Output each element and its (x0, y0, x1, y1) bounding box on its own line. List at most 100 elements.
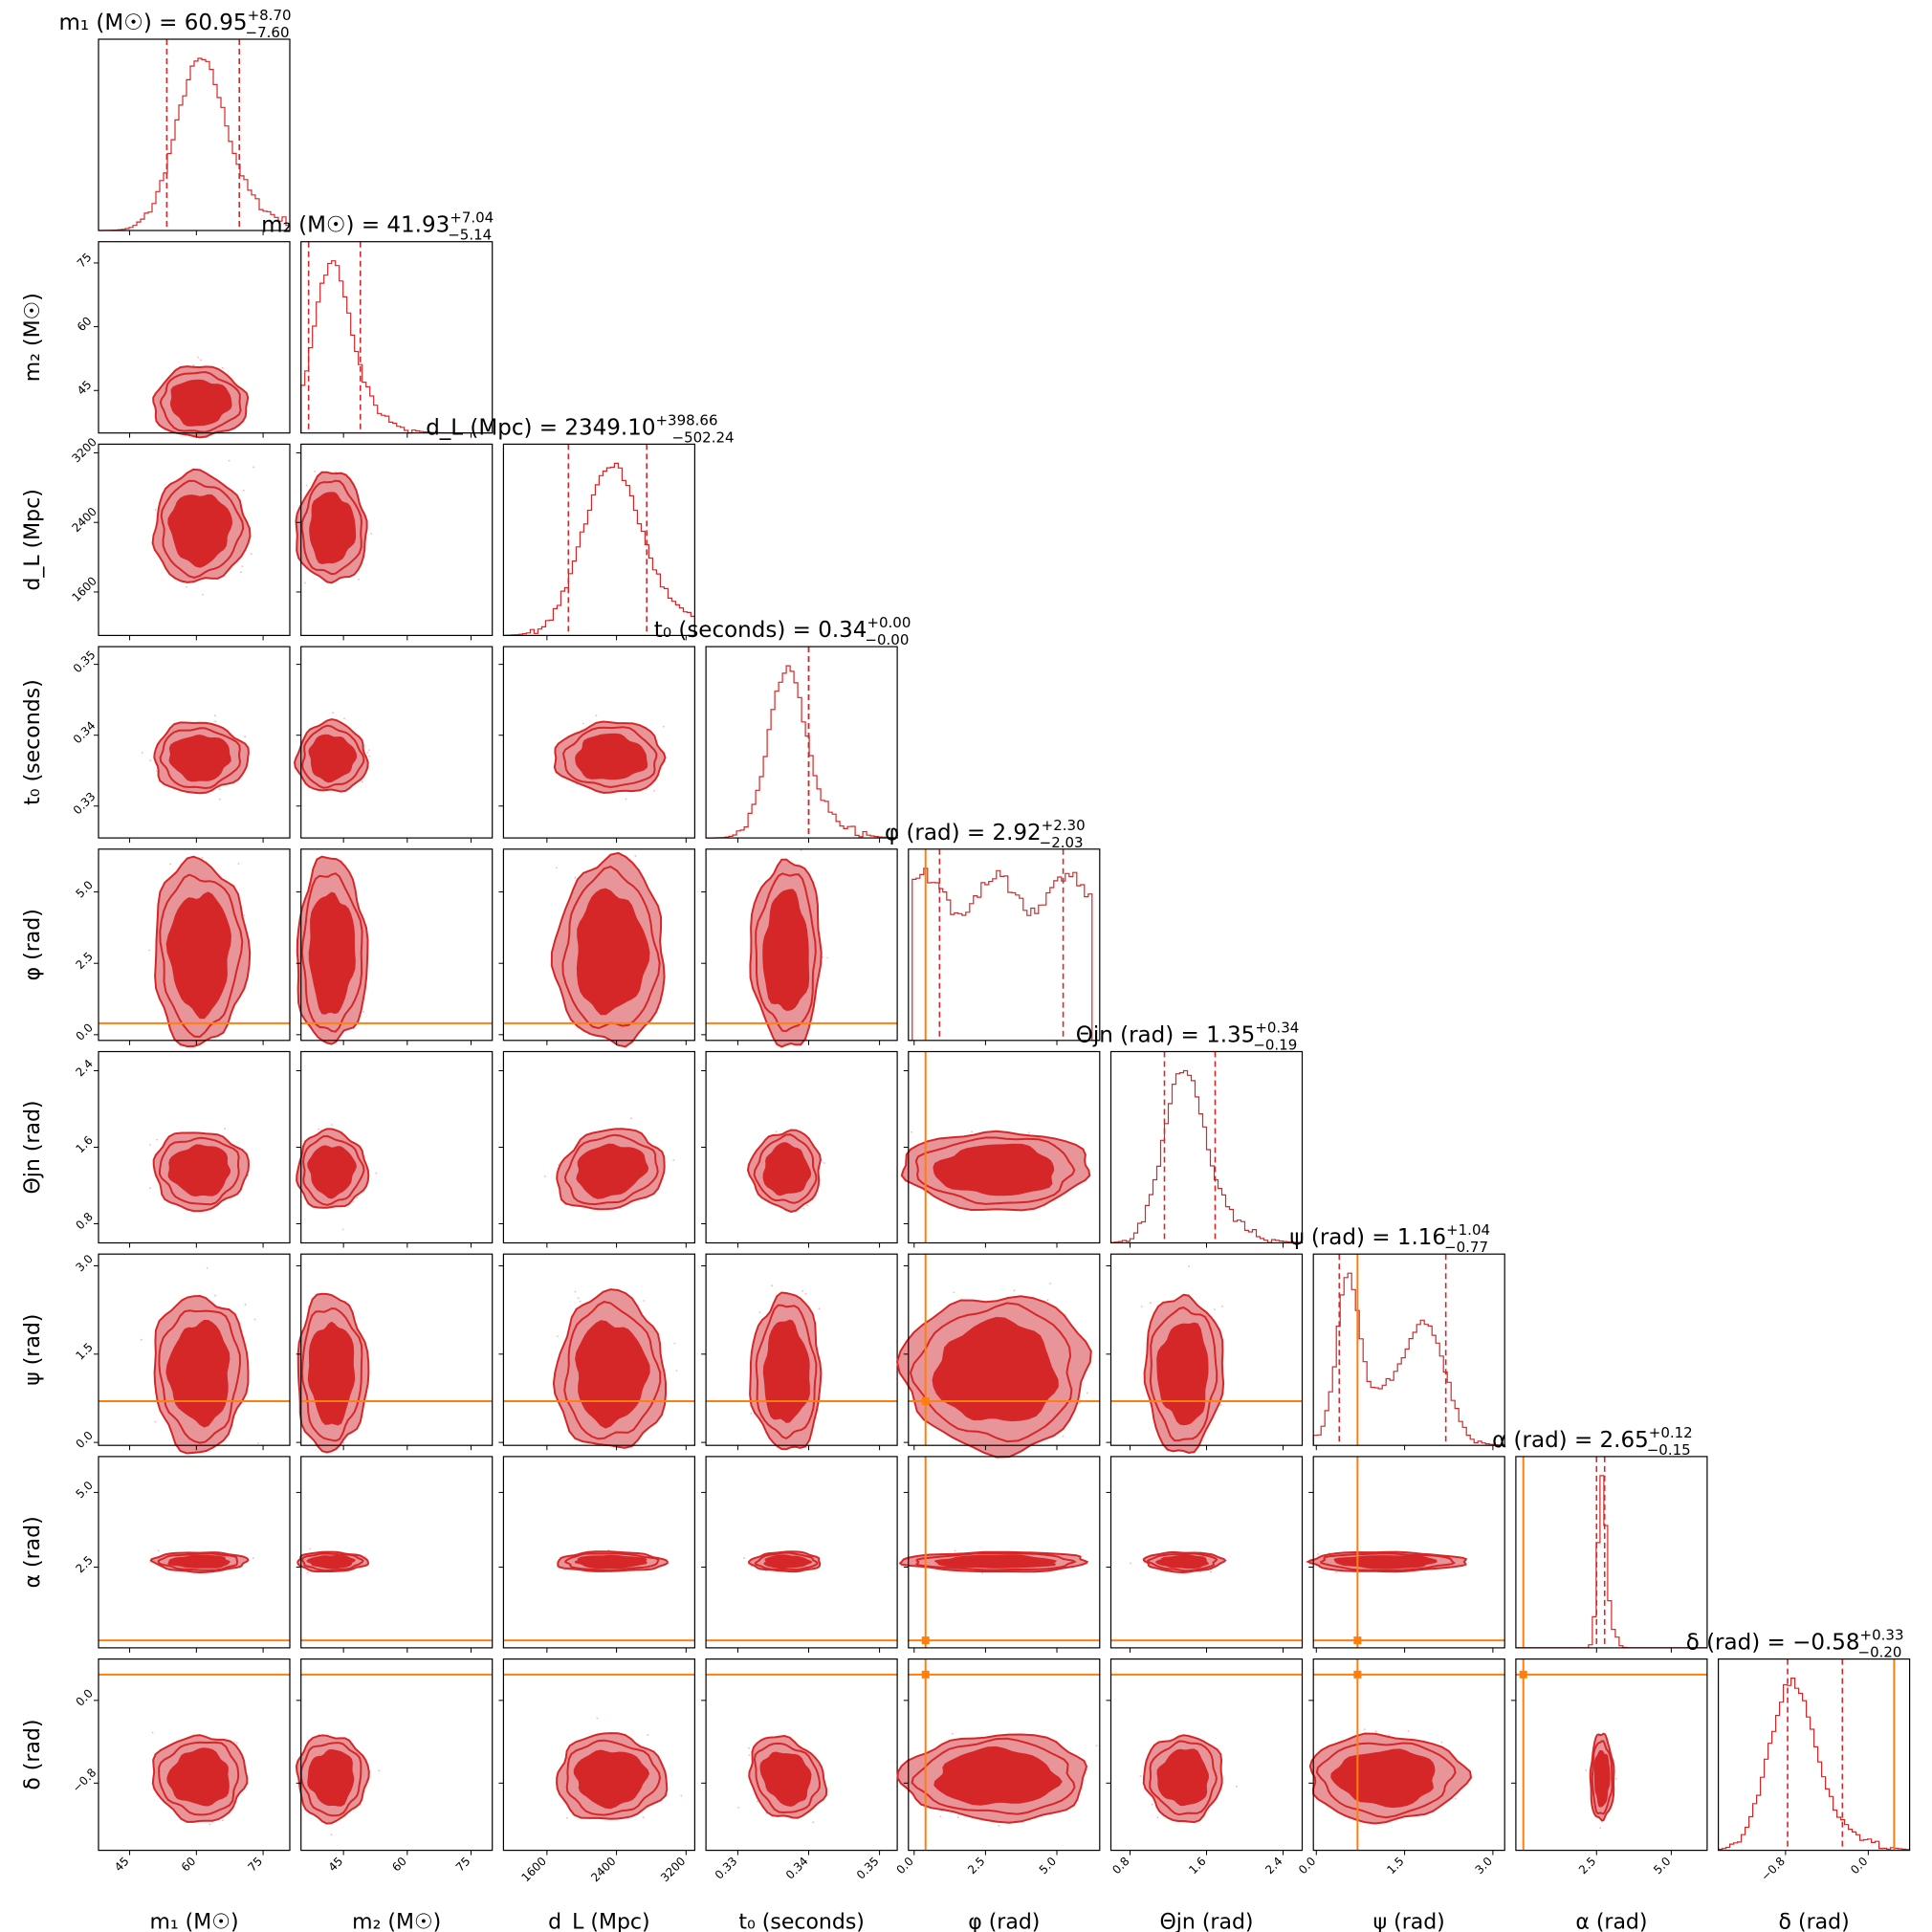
scatter-point (998, 1824, 1000, 1827)
scatter-point (939, 1815, 942, 1818)
scatter-point (748, 1754, 751, 1756)
contour-middle (158, 1136, 240, 1206)
contour-inner (309, 492, 357, 565)
x-axis-label-dL: d_L (Mpc) (548, 1911, 649, 1932)
histogram-panel-alpha: α (rad) = 2.65+0.12 −0.15 (1492, 1424, 1708, 1653)
scatter-point (305, 484, 308, 487)
scatter-point (1079, 1401, 1081, 1404)
contour-middle (1320, 1552, 1456, 1571)
contour-middle (159, 370, 242, 433)
contour-panel-m1-theta: 0.8 1.6 2.4 Θjn (rad) (21, 1050, 291, 1248)
scatter-point (154, 509, 157, 511)
scatter-point (595, 714, 598, 717)
histogram-panel-m1: m₁ (M☉) = 60.95+8.70 −7.60 (58, 7, 292, 235)
scatter-point (642, 1816, 645, 1818)
scatter-point (1335, 1570, 1337, 1573)
contour-panel-m2-alpha (296, 1456, 494, 1653)
contour-middle (160, 479, 245, 580)
title-minus-psi: −0.77 (1444, 1239, 1488, 1256)
title-minus-alpha: −0.15 (1647, 1441, 1691, 1459)
scatter-point (318, 1128, 320, 1131)
scatter-point (680, 1794, 683, 1797)
scatter-point (1139, 1775, 1142, 1777)
truth-marker (1519, 1670, 1527, 1679)
scatter-point (557, 1335, 559, 1338)
y-tick-label: 45 (75, 378, 95, 398)
scatter-point (243, 914, 246, 916)
scatter-point (1585, 1769, 1588, 1771)
x-axis-label-delta: δ (rad) (1779, 1911, 1850, 1932)
contour-middle (1146, 1552, 1218, 1572)
scatter-point (804, 1292, 807, 1295)
x-tick-label: 0.34 (783, 1855, 811, 1882)
x-axis-label-alpha: α (rad) (1575, 1911, 1647, 1932)
y-tick-label: 5.0 (73, 878, 95, 900)
scatter-point (154, 1420, 157, 1423)
x-tick-label: 0.0 (893, 1855, 915, 1877)
scatter-point (556, 867, 558, 869)
scatter-point (140, 1338, 143, 1341)
panel-frame (1312, 1253, 1505, 1446)
y-tick-label: 0.34 (71, 718, 99, 746)
y-axis-label-t0: t₀ (seconds) (21, 679, 45, 805)
contour-inner (762, 889, 810, 1011)
histogram-psi (1312, 1272, 1505, 1446)
contour-inner (932, 1316, 1059, 1422)
contour-inner (306, 1554, 356, 1570)
scatter-point (149, 759, 152, 762)
contour-middle (914, 1552, 1077, 1571)
contour-panel-m1-alpha: 2.5 5.0 α (rad) (21, 1456, 291, 1653)
scatter-point (1013, 1289, 1016, 1292)
contour-inner (763, 1554, 813, 1570)
histogram-delta (1717, 1677, 1911, 1851)
panel-frame (300, 1253, 494, 1446)
panel-frame (705, 848, 898, 1042)
y-tick-label: 0.33 (71, 790, 99, 818)
scatter-point (812, 1821, 814, 1824)
title-minus-phi: −2.03 (1040, 834, 1084, 851)
contour-inner (168, 734, 231, 782)
scatter-point (1199, 1570, 1201, 1573)
title-minus-delta: −0.20 (1858, 1644, 1902, 1661)
title-plus-dL: +398.66 (655, 411, 717, 428)
contour-inner (167, 494, 233, 568)
x-tick-label: 2.4 (1262, 1855, 1284, 1877)
title-plus-m1: +8.70 (248, 7, 292, 24)
truth-marker (921, 1636, 930, 1645)
title-minus-m2: −5.14 (448, 227, 492, 244)
x-axis-label-m1: m₁ (M☉) (149, 1911, 238, 1932)
scatter-point (577, 1297, 580, 1300)
panel-frame (98, 443, 291, 636)
scatter-point (634, 855, 637, 857)
scatter-point (331, 1124, 333, 1126)
title-plus-psi: +1.04 (1446, 1221, 1490, 1239)
contour-middle (300, 1307, 363, 1442)
scatter-point (332, 712, 334, 714)
scatter-point (224, 1128, 227, 1130)
scatter-point (1140, 1306, 1143, 1307)
truth-marker (1353, 1636, 1362, 1645)
scatter-point (362, 1010, 364, 1013)
scatter-point (1236, 1785, 1238, 1788)
x-tick-label: 0.0 (1296, 1855, 1318, 1877)
title-main-psi: ψ (rad) = 1.16 (1289, 1225, 1446, 1250)
scatter-point (1062, 1435, 1065, 1438)
contour-middle (909, 1302, 1073, 1443)
x-tick-label: 2.5 (1576, 1855, 1598, 1877)
y-axis-label-delta: δ (rad) (21, 1720, 45, 1790)
title-main-theta: Θjn (rad) = 1.35 (1076, 1023, 1256, 1048)
x-tick-label: 75 (453, 1855, 473, 1875)
y-tick-label: 1.6 (73, 1133, 95, 1155)
scatter-point (953, 1291, 955, 1294)
panel-frame (1312, 1456, 1505, 1649)
scatter-point (358, 578, 360, 581)
scatter-point (625, 798, 627, 801)
scatter-point (1086, 1392, 1088, 1394)
panel-frame (1515, 1456, 1708, 1649)
panel-frame (98, 38, 291, 231)
panel-frame (98, 1456, 291, 1649)
x-tick-label: 1.5 (1384, 1855, 1406, 1877)
panel-frame (502, 646, 696, 839)
contour-panel-dL-phi (498, 848, 696, 1048)
panel-frame (502, 1253, 696, 1446)
